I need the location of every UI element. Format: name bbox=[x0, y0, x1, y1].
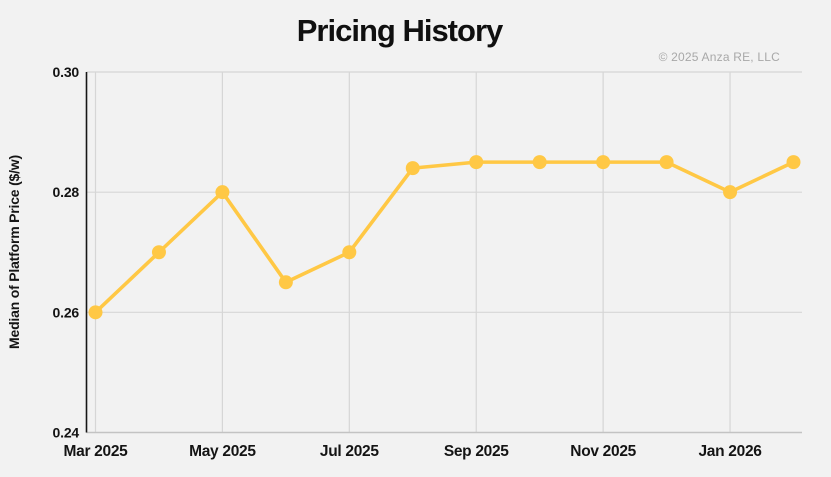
data-point[interactable] bbox=[342, 245, 357, 260]
data-point[interactable] bbox=[469, 155, 484, 170]
data-point[interactable] bbox=[786, 155, 801, 170]
data-point[interactable] bbox=[723, 185, 738, 200]
copyright-notice: © 2025 Anza RE, LLC bbox=[658, 50, 780, 64]
y-tick-label: 0.26 bbox=[53, 304, 80, 320]
grid-layer bbox=[86, 71, 802, 433]
data-point[interactable] bbox=[278, 275, 293, 290]
y-tick-label: 0.30 bbox=[53, 64, 80, 80]
data-point[interactable] bbox=[596, 155, 611, 170]
price-line bbox=[93, 160, 796, 315]
tick-label-layer: 0.24 0.26 0.28 0.30 Mar 2025 May 2025 Jul 2025… bbox=[53, 64, 763, 460]
data-point[interactable] bbox=[88, 305, 103, 320]
chart-title: Pricing History bbox=[296, 13, 504, 48]
data-point[interactable] bbox=[659, 155, 674, 170]
x-tick-label: May 2025 bbox=[189, 443, 256, 460]
price-series bbox=[88, 155, 801, 320]
data-point[interactable] bbox=[532, 155, 547, 170]
y-tick-label: 0.24 bbox=[53, 425, 80, 441]
axis-layer bbox=[85, 72, 802, 434]
x-tick-label: Mar 2025 bbox=[64, 443, 129, 460]
data-point[interactable] bbox=[215, 185, 230, 200]
y-axis-title: Median of Platform Price ($/w) bbox=[6, 155, 22, 349]
x-tick-label: Jan 2026 bbox=[698, 443, 762, 460]
y-tick-label: 0.28 bbox=[53, 184, 80, 200]
x-tick-label: Sep 2025 bbox=[444, 443, 509, 460]
x-tick-label: Nov 2025 bbox=[570, 443, 636, 460]
data-point[interactable] bbox=[405, 161, 420, 176]
data-point[interactable] bbox=[151, 245, 166, 260]
x-tick-label: Jul 2025 bbox=[320, 443, 379, 460]
